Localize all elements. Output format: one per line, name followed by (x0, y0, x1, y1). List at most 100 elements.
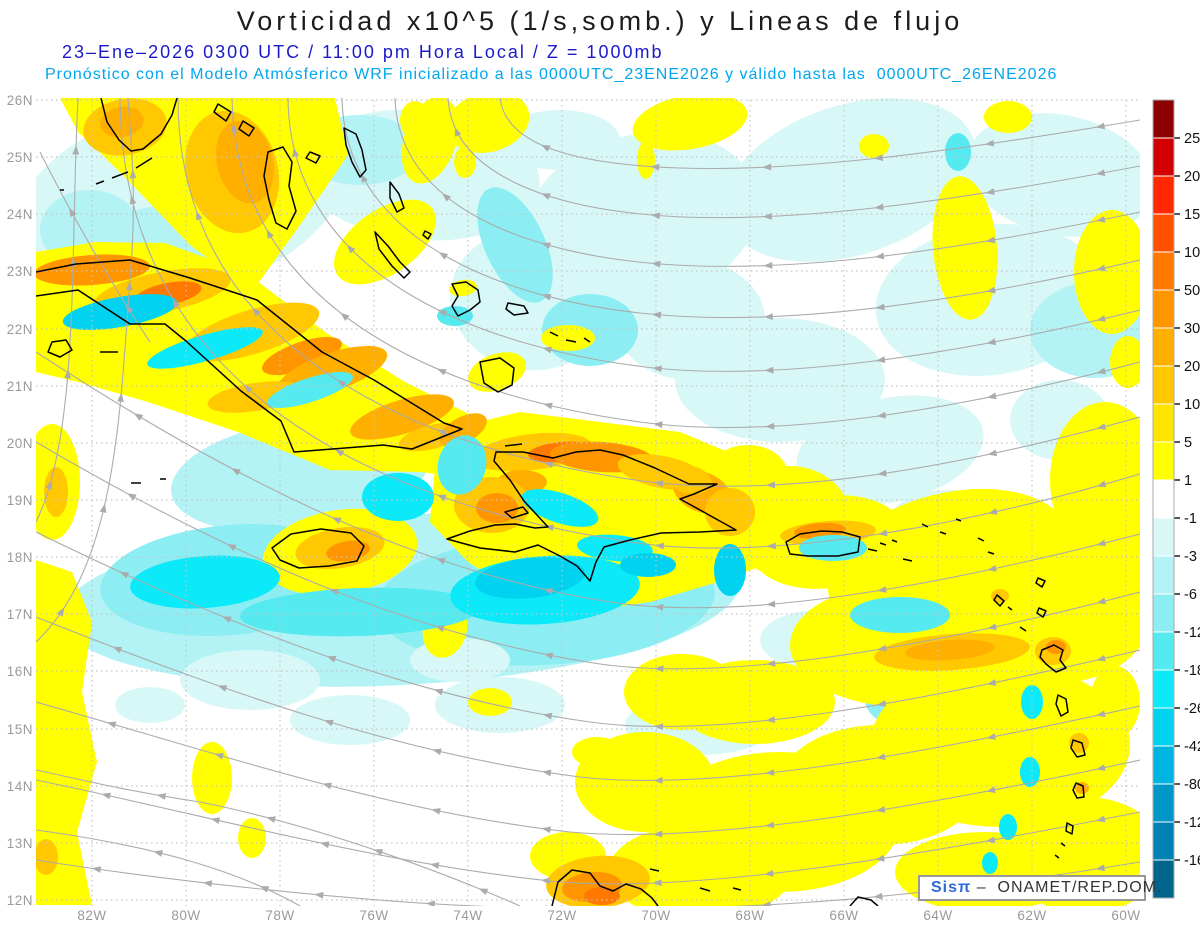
colorbar-label: 200 (1184, 169, 1200, 185)
streamline (447, 98, 1140, 219)
coastline (1070, 739, 1086, 758)
lon-tick-label: 76W (359, 908, 388, 923)
coastline (1054, 854, 1060, 859)
streamline-arrow-icon (542, 712, 553, 720)
colorbar-segment (1152, 631, 1175, 671)
streamline-arrow-icon (540, 877, 551, 885)
coastline (271, 528, 365, 569)
vorticity-blob (945, 133, 971, 171)
streamline (36, 441, 1140, 670)
vorticity-blob (1046, 640, 1066, 654)
coastline (993, 594, 1005, 607)
streamline-arrow-icon (541, 242, 551, 250)
streamline-arrow-icon (875, 356, 886, 364)
streamline-arrow-icon (987, 449, 998, 457)
streamline-arrow-icon (543, 461, 554, 469)
lat-tick-label: 26N (7, 93, 33, 108)
streamline-arrow-icon (765, 481, 776, 489)
coastline (505, 302, 529, 316)
vorticity-blob (615, 260, 765, 380)
lon-tick-label: 62W (1017, 908, 1046, 923)
streamline-arrow-icon (436, 429, 447, 437)
coastline (47, 339, 73, 358)
streamline-arrow-icon (360, 173, 368, 184)
streamline-arrow-icon (764, 870, 774, 877)
streamline-arrow-icon (326, 656, 337, 663)
streamline-arrow-icon (873, 892, 883, 900)
colorbar-label: 250 (1184, 131, 1200, 147)
streamline-arrow-icon (654, 480, 664, 487)
lat-tick-label: 24N (7, 207, 33, 222)
streamline (341, 98, 1140, 319)
streamline-arrow-icon (1096, 315, 1106, 322)
streamline-arrow-icon (156, 793, 167, 800)
vorticity-blob (541, 325, 595, 351)
streamline-arrow-icon (172, 298, 181, 309)
streamline-arrow-icon (986, 786, 996, 794)
colorbar-label: -42 (1184, 739, 1200, 755)
streamline-arrow-icon (766, 660, 776, 667)
streamline (36, 531, 1140, 728)
colorbar-label: -120 (1184, 815, 1200, 831)
lat-tick-label: 14N (7, 779, 33, 794)
coastline (451, 281, 481, 317)
vorticity-blob (905, 639, 995, 661)
colorbar-label: -6 (1184, 587, 1197, 603)
vorticity-blob (130, 555, 280, 609)
streamline-arrow-icon (1096, 423, 1107, 430)
model-run-subtitle: Pronóstico con el Modelo Atmósferico WRF… (45, 66, 1058, 83)
vorticity-blob (637, 141, 655, 179)
streamline-arrow-icon (334, 449, 345, 457)
coastline (879, 542, 887, 546)
streamline-arrow-icon (765, 716, 776, 724)
colorbar-label: 20 (1184, 359, 1200, 375)
streamline-arrow-icon (542, 346, 553, 354)
streamline (177, 98, 1140, 487)
colorbar-label: -160 (1184, 853, 1200, 869)
vorticity-blob (262, 336, 342, 376)
streamline-arrow-icon (765, 769, 775, 776)
streamline-arrow-icon (987, 623, 997, 631)
streamline-arrow-icon (652, 879, 662, 887)
streamline-arrow-icon (654, 542, 665, 550)
streamline (39, 151, 151, 343)
streamline-arrow-icon (541, 193, 551, 200)
vorticity-blob (147, 327, 263, 369)
streamline-arrow-icon (874, 252, 885, 260)
streamline-arrow-icon (877, 586, 887, 593)
vorticity-blob (1075, 782, 1089, 794)
vorticity-blob (705, 488, 755, 536)
streamline-arrow-icon (987, 392, 997, 400)
colorbar-segment (1152, 479, 1175, 519)
vorticity-blob (796, 395, 984, 505)
lon-tick-label: 78W (265, 908, 294, 923)
streamline-arrow-icon (319, 841, 330, 849)
streamline-arrow-icon (69, 207, 77, 218)
streamline-arrow-icon (985, 236, 996, 244)
vorticity-blob (632, 98, 748, 151)
vorticity-blob (1110, 336, 1140, 388)
lon-tick-label: 66W (829, 908, 858, 923)
colorbar-segment (1152, 707, 1175, 747)
coastline (422, 230, 432, 240)
streamline-arrow-icon (543, 652, 554, 660)
streamline-arrow-icon (986, 286, 996, 294)
coastline (867, 548, 878, 552)
coastline (583, 337, 591, 343)
vorticity-blob (44, 467, 68, 517)
streamline-arrow-icon (373, 849, 384, 856)
streamline-arrow-icon (651, 260, 661, 268)
vorticity-blob (437, 435, 487, 495)
coastline (565, 339, 577, 343)
streamline-arrow-icon (986, 338, 997, 346)
streamline-arrow-icon (112, 646, 123, 654)
vorticity-blob (192, 742, 232, 814)
streamline-arrow-icon (72, 145, 80, 155)
colorbar-label: 30 (1184, 321, 1200, 337)
coastline (1036, 607, 1047, 618)
vorticity-blob (1021, 685, 1043, 719)
coastline (1065, 822, 1074, 835)
streamline-arrow-icon (764, 366, 774, 374)
lat-tick-label: 12N (7, 893, 33, 908)
